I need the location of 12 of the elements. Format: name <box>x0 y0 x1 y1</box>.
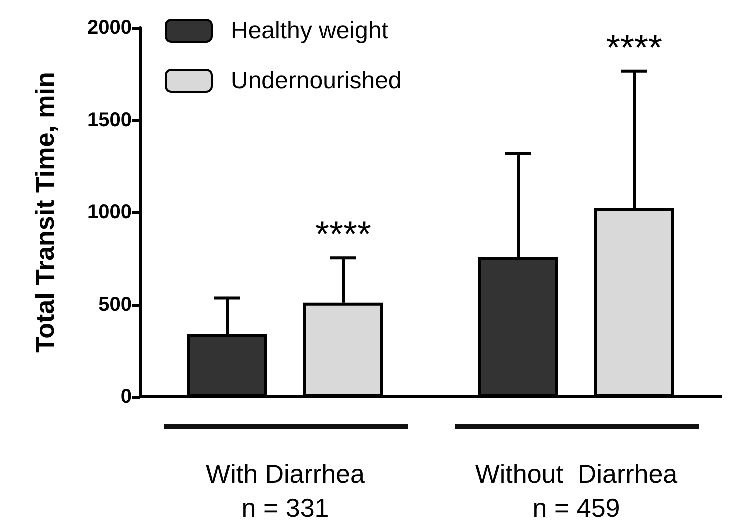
y-tick-label: 1500 <box>88 109 132 132</box>
y-tick-label: 1000 <box>88 202 132 224</box>
x-tick-label: With Diarrhea n = 331 <box>206 459 366 523</box>
legend-label: Undernourished <box>231 68 402 94</box>
annotation: **** <box>606 26 663 68</box>
annotation: **** <box>315 214 372 255</box>
y-axis-title: Total Transit Time, min <box>30 72 60 353</box>
legend-label: Healthy weight <box>231 18 389 44</box>
y-tick-label: 500 <box>98 294 132 316</box>
y-tick-label: 0 <box>120 386 132 408</box>
y-tick-label: 2000 <box>88 17 132 39</box>
x-tick-label: Without Diarrhea n = 459 <box>475 459 678 523</box>
